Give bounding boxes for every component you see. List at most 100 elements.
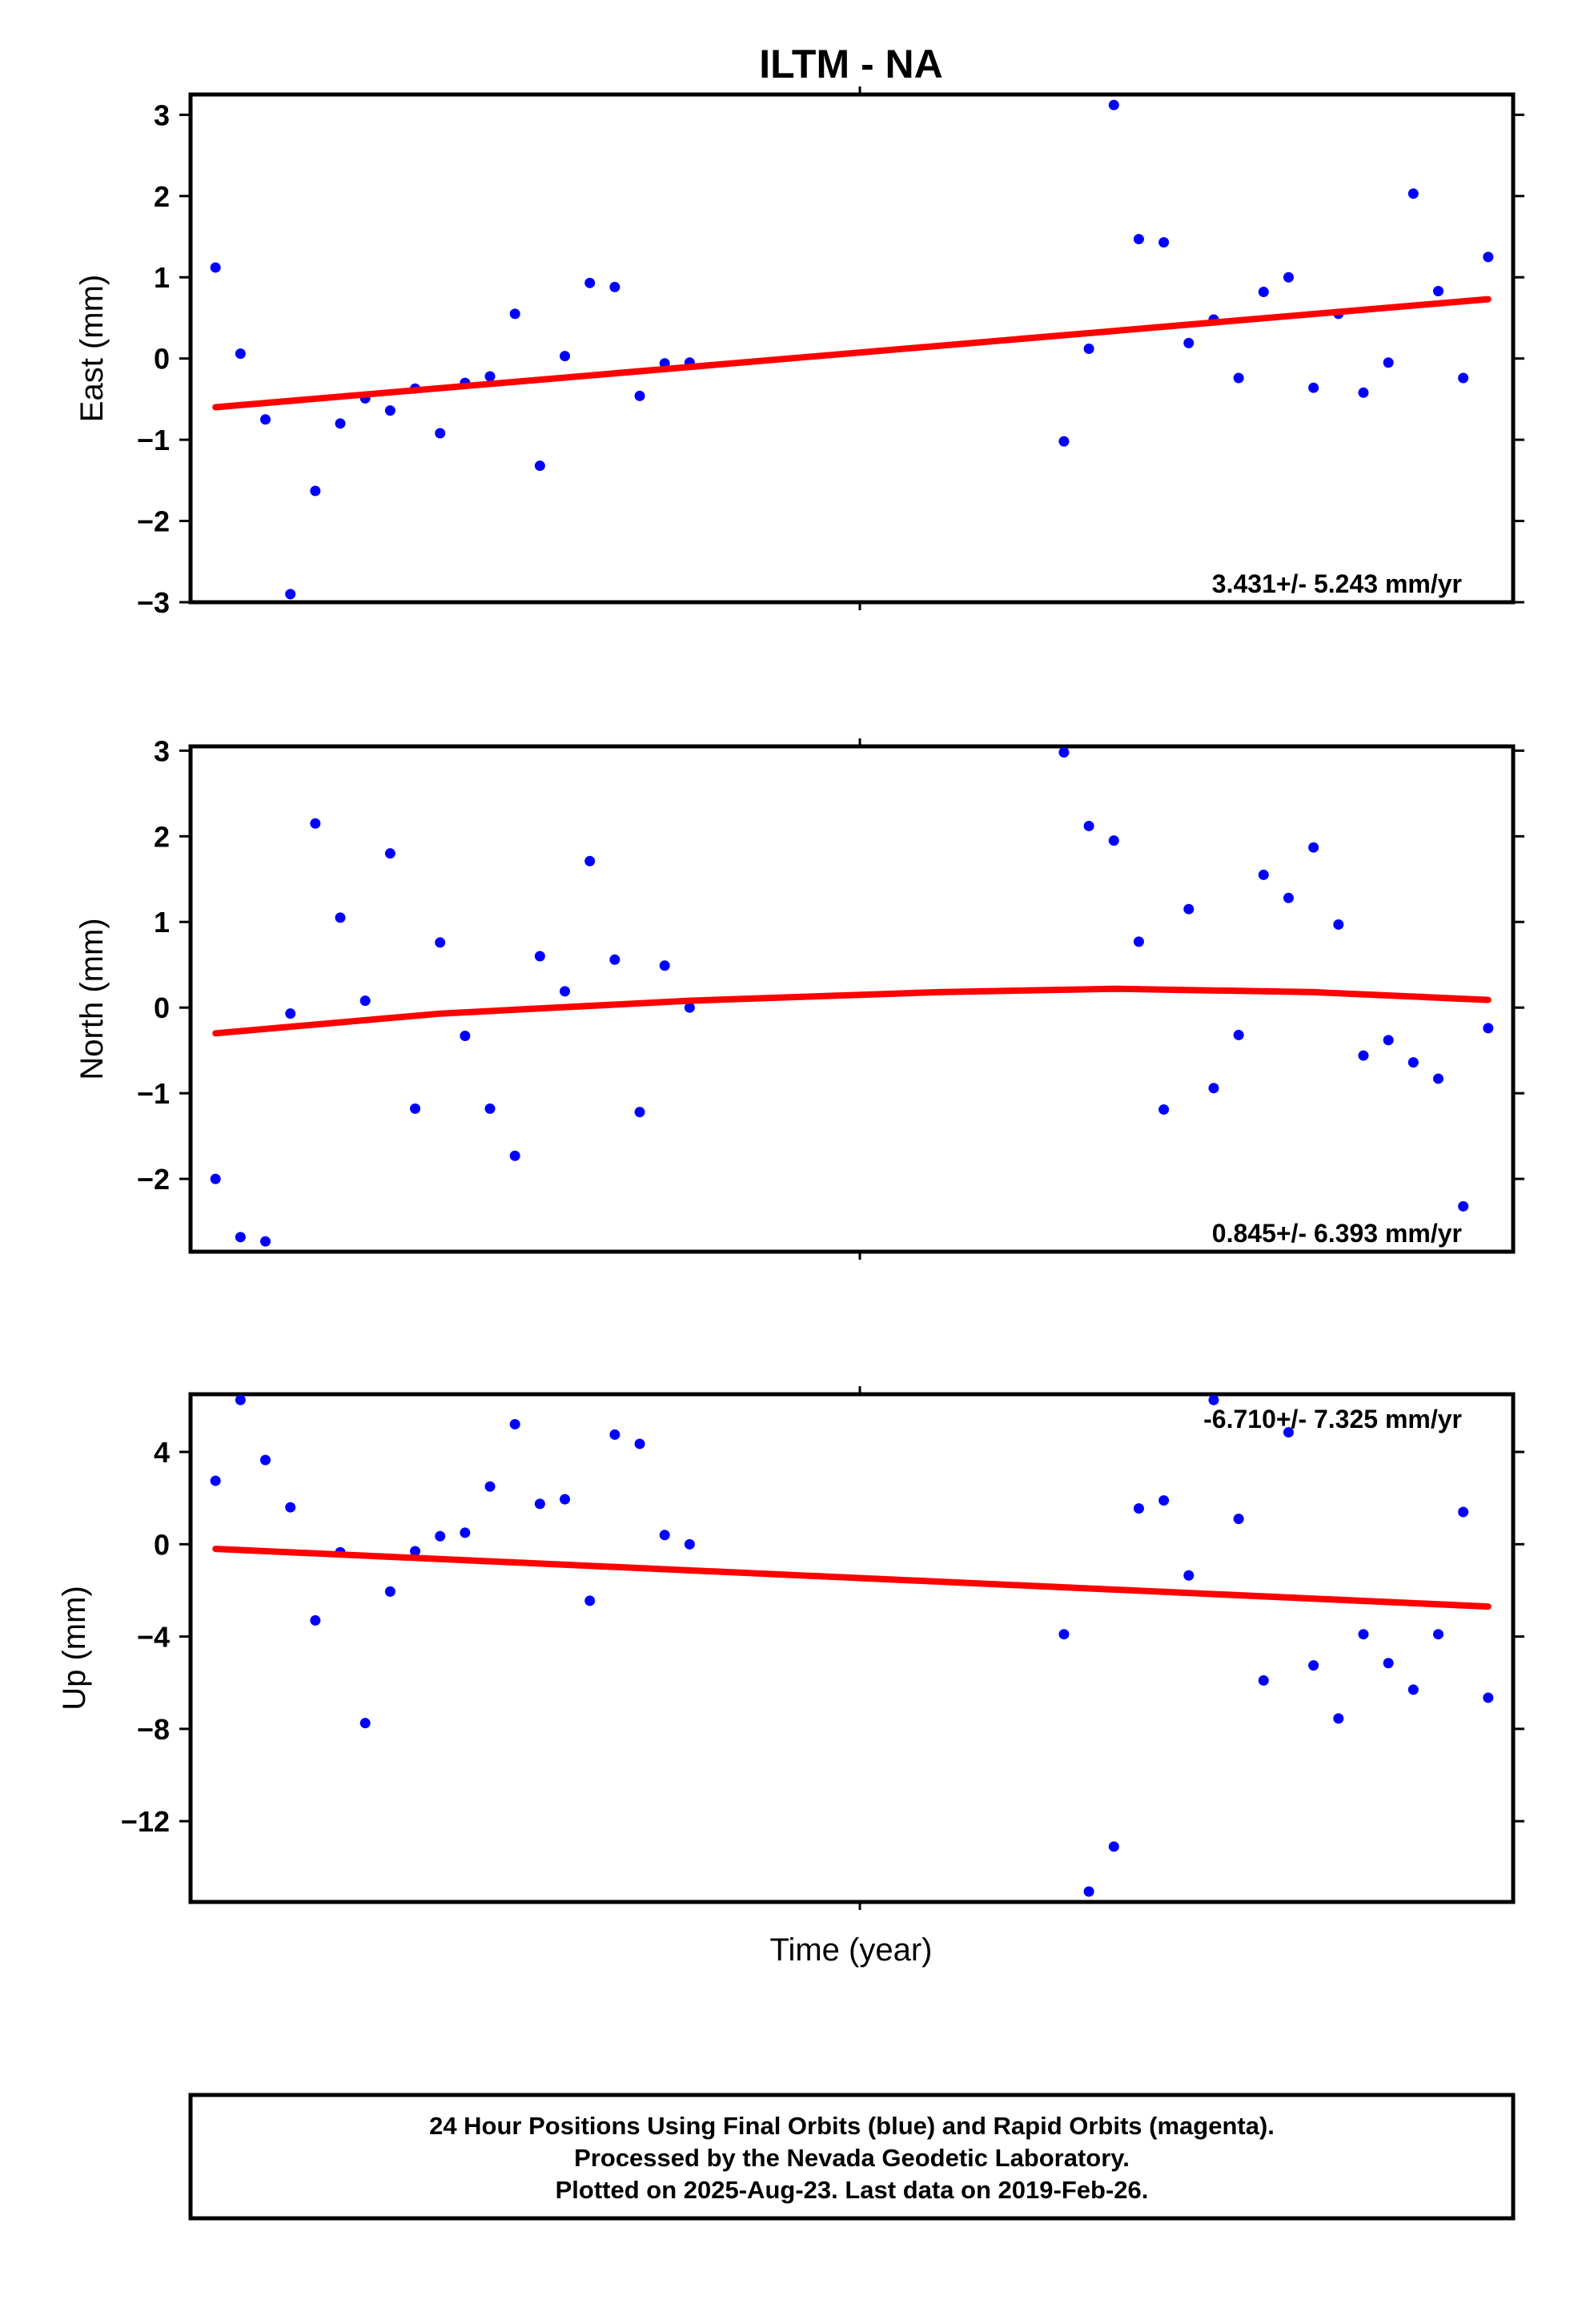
y-tick-label-east: −1 — [137, 424, 170, 456]
data-point-up — [1233, 1514, 1244, 1525]
y-tick-label-up: −4 — [137, 1621, 170, 1654]
data-point-up — [410, 1546, 421, 1557]
data-point-up — [634, 1438, 645, 1449]
data-point-east — [235, 348, 246, 360]
footer-line-2: Processed by the Nevada Geodetic Laborat… — [574, 2144, 1130, 2172]
data-point-east — [1083, 344, 1094, 355]
footer-box — [188, 2093, 1516, 2221]
data-point-east — [1233, 372, 1244, 384]
data-point-up — [1208, 1394, 1219, 1405]
y-tick-label-east: 2 — [154, 180, 170, 213]
data-point-east — [1458, 372, 1469, 384]
data-point-up — [1058, 1629, 1070, 1640]
data-point-east — [1108, 99, 1119, 111]
y-tick-label-north: −1 — [137, 1077, 170, 1110]
data-point-north — [1383, 1035, 1394, 1046]
y-tick-label-north: 2 — [154, 820, 170, 853]
data-point-up — [210, 1475, 221, 1486]
data-point-north — [410, 1103, 421, 1114]
data-point-north — [609, 954, 620, 965]
data-point-north — [1158, 1104, 1170, 1115]
data-point-north — [1058, 746, 1070, 758]
data-point-up — [1183, 1570, 1195, 1581]
y-tick-label-east: 0 — [154, 343, 170, 376]
data-point-north — [285, 1008, 296, 1019]
data-point-up — [260, 1454, 271, 1466]
y-tick-label-east: 1 — [154, 261, 170, 294]
data-point-north — [634, 1107, 645, 1118]
trend-line-up — [212, 1546, 1492, 1610]
data-point-up — [310, 1614, 321, 1626]
data-point-north — [509, 1150, 520, 1161]
data-point-east — [1133, 234, 1144, 245]
y-tick-label-east: −3 — [137, 586, 170, 619]
data-point-north — [335, 912, 346, 923]
panel-frame-north — [188, 744, 1516, 1254]
panel-north: 3 2 1 0 −1 −2 North (mm) 0.845+/- 6.393 mm/yr — [74, 734, 1524, 1260]
data-point-up — [1333, 1713, 1344, 1724]
trend-line-east — [212, 296, 1492, 411]
data-point-east — [335, 418, 346, 429]
data-point-up — [1283, 1427, 1294, 1438]
data-point-up — [1458, 1506, 1469, 1518]
data-point-east — [1283, 271, 1294, 283]
data-point-north — [1258, 869, 1269, 880]
data-point-east — [1158, 237, 1170, 248]
data-point-up — [484, 1481, 496, 1492]
data-point-north — [659, 960, 670, 971]
footer-line-3: Plotted on 2025-Aug-23. Last data on 201… — [556, 2176, 1149, 2204]
panel-frame-east — [188, 92, 1516, 605]
data-point-north — [684, 1002, 695, 1013]
data-point-north — [534, 951, 545, 962]
data-point-north — [1133, 936, 1144, 947]
data-point-north — [460, 1030, 471, 1041]
chart-title: ILTM - NA — [759, 42, 943, 86]
data-point-up — [1133, 1503, 1144, 1514]
y-tick-label-up: −12 — [121, 1805, 170, 1838]
data-point-north — [1283, 892, 1294, 903]
data-point-up — [1432, 1629, 1443, 1640]
data-point-north — [310, 818, 321, 829]
data-point-east — [1258, 286, 1269, 297]
rate-label-north: 0.845+/- 6.393 mm/yr — [1212, 1219, 1462, 1248]
y-axis-label-north: North (mm) — [74, 918, 110, 1080]
data-point-east — [210, 262, 221, 273]
data-point-north — [1183, 903, 1195, 915]
data-point-east — [435, 428, 446, 439]
data-point-north — [260, 1236, 271, 1247]
data-point-up — [384, 1586, 396, 1597]
data-point-north — [1083, 820, 1094, 831]
data-point-east — [560, 351, 571, 362]
footer-line-1: 24 Hour Positions Using Final Orbits (bl… — [429, 2112, 1275, 2140]
data-point-up — [1407, 1684, 1419, 1695]
data-point-north — [584, 855, 596, 866]
data-point-east — [484, 371, 496, 382]
data-point-up — [1483, 1692, 1494, 1703]
panel-frame-up — [188, 1392, 1516, 1904]
data-point-east — [1383, 357, 1394, 368]
data-point-east — [1183, 337, 1195, 348]
y-tick-label-up: 4 — [154, 1436, 170, 1469]
data-point-north — [235, 1232, 246, 1243]
y-tick-label-north: −2 — [137, 1163, 170, 1196]
data-point-up — [684, 1538, 695, 1550]
data-point-north — [1432, 1073, 1443, 1084]
data-point-east — [509, 308, 520, 320]
rate-label-up: -6.710+/- 7.325 mm/yr — [1203, 1405, 1462, 1433]
trend-line-north — [212, 985, 1492, 1037]
data-point-north — [1333, 919, 1344, 930]
data-point-east — [1058, 436, 1070, 447]
data-point-east — [1308, 382, 1319, 393]
data-point-east — [609, 281, 620, 292]
data-point-east — [534, 460, 545, 472]
data-point-east — [384, 405, 396, 416]
data-point-up — [1383, 1658, 1394, 1669]
data-point-east — [1358, 387, 1369, 398]
y-tick-label-up: 0 — [154, 1528, 170, 1561]
x-axis-label: Time (year) — [770, 1932, 933, 1968]
data-point-up — [509, 1418, 520, 1429]
data-point-up — [560, 1494, 571, 1505]
rate-label-east: 3.431+/- 5.243 mm/yr — [1212, 569, 1462, 598]
data-point-north — [435, 937, 446, 948]
